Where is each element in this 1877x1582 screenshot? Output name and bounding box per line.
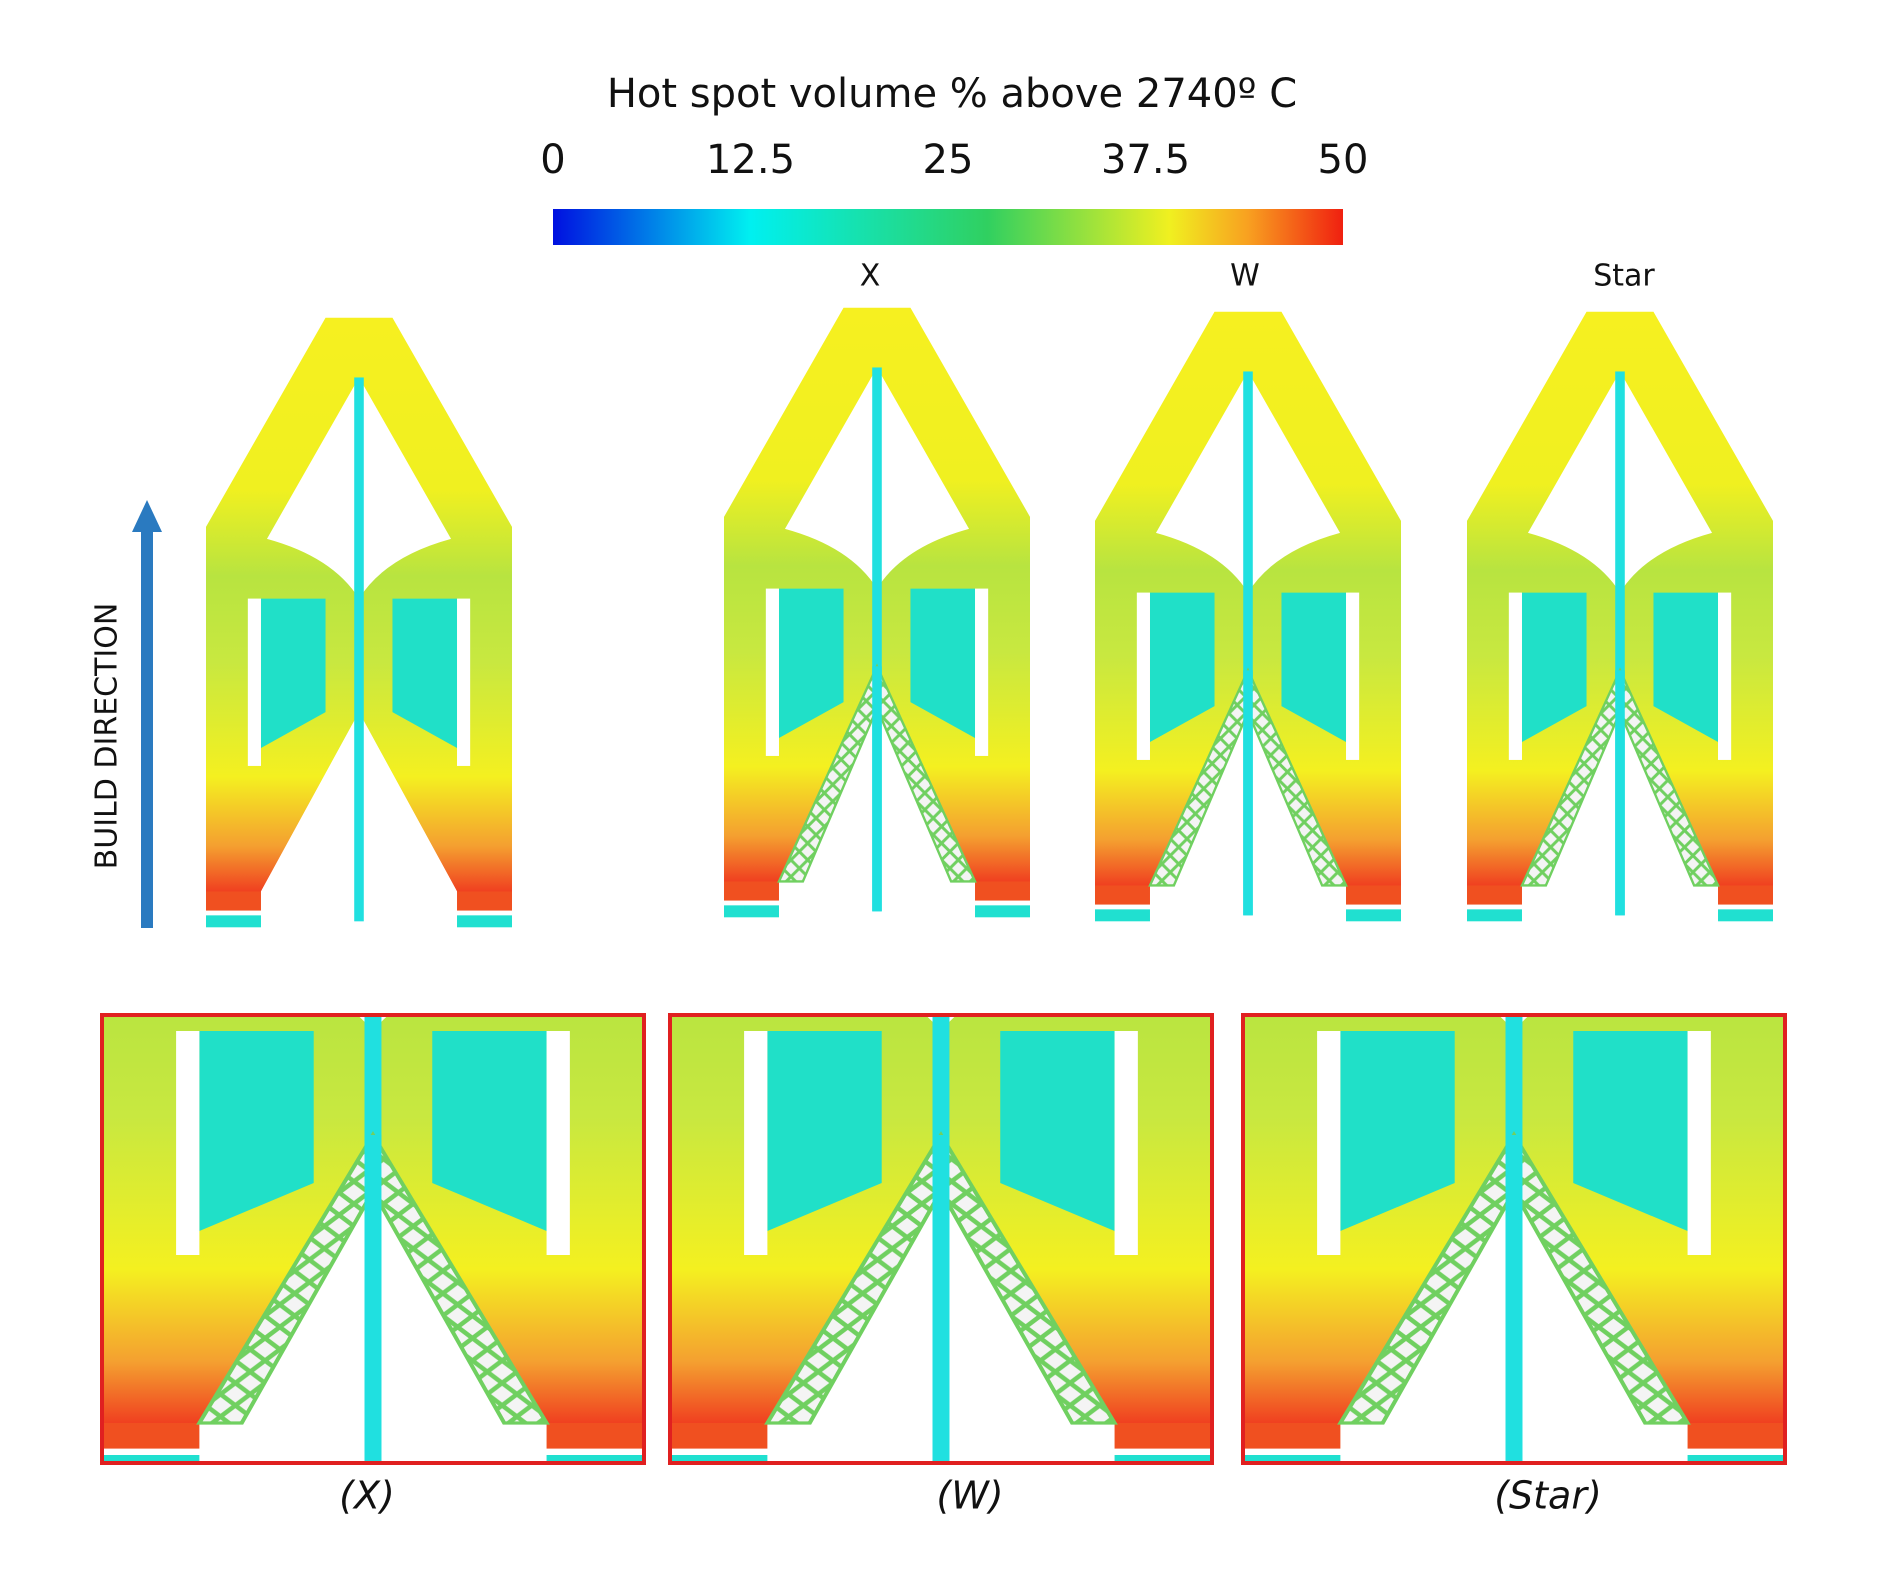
- colorbar-title: Hot spot volume % above 2740º C: [607, 71, 1297, 117]
- zoom-caption: (Star): [1494, 1474, 1602, 1518]
- colorbar-tick-label: 25: [923, 137, 974, 183]
- colorbar-tick-label: 50: [1318, 137, 1369, 183]
- build-direction: BUILD DIRECTION: [90, 603, 125, 870]
- part-baseline: [206, 317, 512, 928]
- zoom-frame: [668, 1013, 1214, 1465]
- panel-label: X: [860, 259, 881, 294]
- zoom-caption: (W): [936, 1474, 1003, 1518]
- zoom-frame: [1241, 1013, 1787, 1465]
- zoom-panel: [668, 1013, 1214, 1465]
- colorbar-tick-label: 37.5: [1101, 137, 1190, 183]
- parts: [206, 307, 1773, 928]
- arrow-head: [132, 500, 162, 532]
- colorbar-tick-label: 0: [540, 137, 565, 183]
- zoom-panel: [1241, 1013, 1787, 1465]
- colorbar-tick-label: 12.5: [706, 137, 795, 183]
- zoom-caption: (X): [339, 1474, 395, 1518]
- panel-label: W: [1230, 259, 1260, 294]
- zoom-panel: [100, 1013, 646, 1465]
- colorbar: [553, 209, 1343, 245]
- zoom-frame: [100, 1013, 646, 1465]
- colorbar-ticks: 0 12.5 25 37.5 50: [540, 137, 1368, 183]
- panel-label: Star: [1593, 259, 1655, 294]
- zoom-panels: [100, 1013, 1787, 1465]
